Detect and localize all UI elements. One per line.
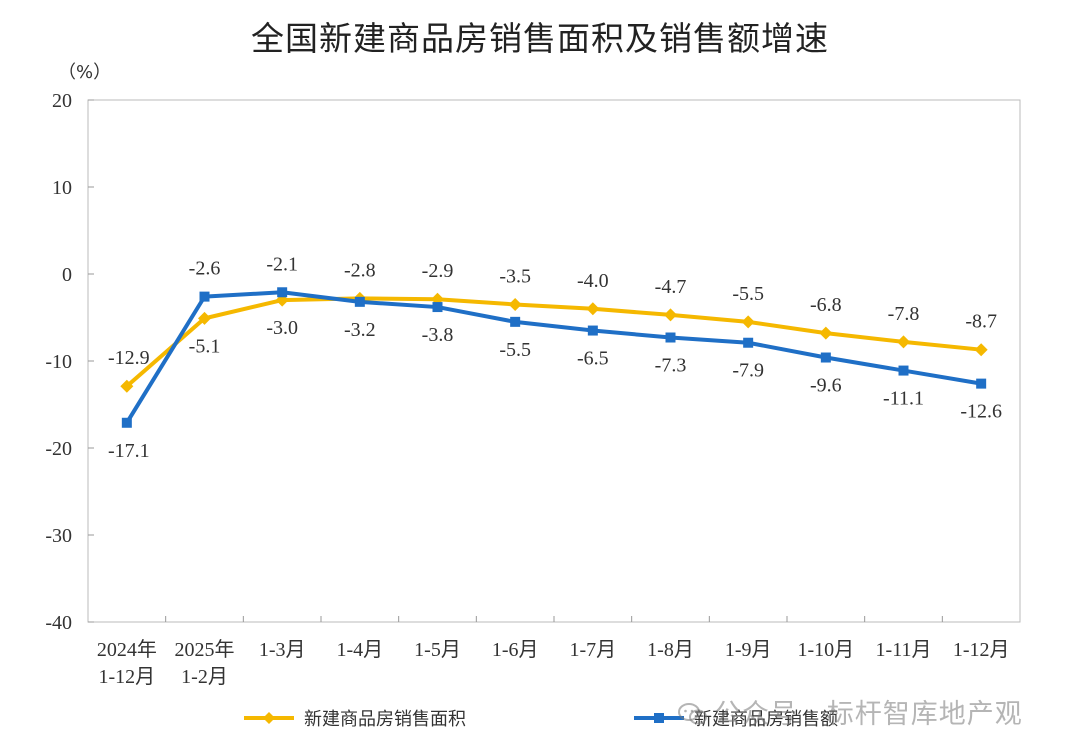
data-label-area: -2.9 [422, 260, 454, 282]
data-point-square [432, 302, 443, 313]
data-label-sales: -9.6 [810, 375, 842, 397]
data-point-diamond [664, 308, 677, 322]
data-point-diamond [819, 326, 833, 340]
data-label-area: -3.5 [499, 265, 531, 287]
data-point-square [898, 365, 909, 376]
data-point-square [354, 296, 365, 307]
series-line-2 [124, 290, 984, 425]
data-point-square [199, 291, 210, 302]
x-tick-label: 2024年 [97, 638, 157, 661]
data-point-diamond [120, 379, 134, 393]
data-label-sales: -3.8 [422, 324, 454, 346]
legend-marker-square [654, 713, 664, 723]
data-point-square [665, 332, 676, 343]
y-tick-label: 20 [52, 90, 72, 112]
data-label-area: -12.9 [108, 347, 150, 369]
data-point-diamond [974, 343, 988, 357]
data-label-sales: -12.6 [960, 401, 1002, 423]
data-point-square [587, 325, 598, 336]
y-tick-label: -20 [45, 438, 72, 460]
legend: 新建商品房销售面积 新建商品房销售额 [244, 709, 838, 730]
data-point-square [976, 378, 987, 389]
x-tick-label: 1-9月 [725, 639, 772, 661]
x-tick-label: 1-3月 [259, 639, 306, 661]
data-point-square [743, 337, 754, 348]
data-label-area: -6.8 [810, 294, 842, 316]
y-tick-label: 10 [52, 177, 72, 199]
x-tick-label: 1-6月 [492, 639, 539, 661]
x-tick-label: 1-11月 [876, 639, 932, 661]
data-label-sales: -11.1 [883, 388, 924, 410]
data-label-sales: -17.1 [108, 440, 150, 462]
data-label-sales: -7.9 [732, 360, 764, 382]
y-tick-label: -10 [45, 351, 72, 373]
wechat-icon [678, 703, 707, 725]
series-line-1 [124, 296, 984, 389]
axes: （%） 20 10 0 -10 -20 -30 -40 2024年 1-12月 2025年 1-2月 1… [45, 62, 1009, 688]
plot-frame [87, 99, 1021, 623]
chart-title: 全国新建商品房销售面积及销售额增速 [251, 19, 829, 58]
x-tick-label: 1-12月 [98, 666, 155, 688]
series-lines [120, 287, 988, 428]
data-point-diamond [741, 315, 755, 329]
x-tick-label: 1-8月 [647, 639, 694, 661]
data-point-diamond [508, 297, 522, 311]
x-tick-label: 1-5月 [414, 639, 461, 661]
data-label-area: -4.0 [577, 270, 609, 292]
x-tick-label: 1-4月 [336, 639, 383, 661]
x-tick-label: 2025年 [175, 638, 235, 661]
data-point-diamond [198, 311, 211, 325]
plot-area-border [87, 99, 1021, 623]
data-label-area: -7.8 [888, 303, 920, 325]
y-tick-label: 0 [62, 264, 72, 286]
data-label-area: -3.0 [266, 317, 298, 339]
data-point-diamond [897, 335, 910, 349]
data-label-area: -5.1 [189, 335, 221, 357]
data-point-square [820, 352, 831, 363]
x-tick-label: 1-12月 [953, 639, 1010, 661]
y-tick-label: -40 [45, 612, 72, 634]
watermark: 公众号 · 标杆智库地产观 [678, 692, 1023, 731]
legend-label: 新建商品房销售额 [694, 709, 838, 730]
x-tick-label: 1-7月 [569, 639, 616, 661]
y-tick-label: -30 [45, 525, 72, 547]
data-point-square [277, 287, 288, 298]
data-label-sales: -6.5 [577, 348, 609, 370]
data-label-area: -2.8 [344, 259, 376, 281]
data-label-sales: -2.6 [189, 258, 221, 280]
data-point-diamond [586, 302, 600, 316]
y-axis-unit-label: （%） [58, 62, 111, 83]
legend-marker-diamond [263, 712, 275, 724]
data-label-sales: -3.2 [344, 319, 376, 341]
data-label-area: -4.7 [655, 276, 687, 298]
data-point-square [121, 417, 132, 428]
data-point-square [510, 316, 521, 327]
data-label-sales: -2.1 [266, 253, 298, 275]
legend-label: 新建商品房销售面积 [304, 709, 466, 730]
x-tick-label: 1-10月 [797, 639, 854, 661]
data-label-sales: -7.3 [655, 355, 687, 377]
data-label-area: -8.7 [965, 311, 997, 333]
data-labels: -12.9 -17.1 -5.1 -2.6 -3.0 -2.1 -2.8 -3.2 -2.9 -3… [108, 253, 1002, 462]
data-label-sales: -5.5 [499, 339, 531, 361]
x-tick-label: 1-2月 [181, 666, 228, 688]
watermark-text: 公众号 · 标杆智库地产观 [714, 699, 1023, 730]
data-label-area: -5.5 [732, 283, 764, 305]
